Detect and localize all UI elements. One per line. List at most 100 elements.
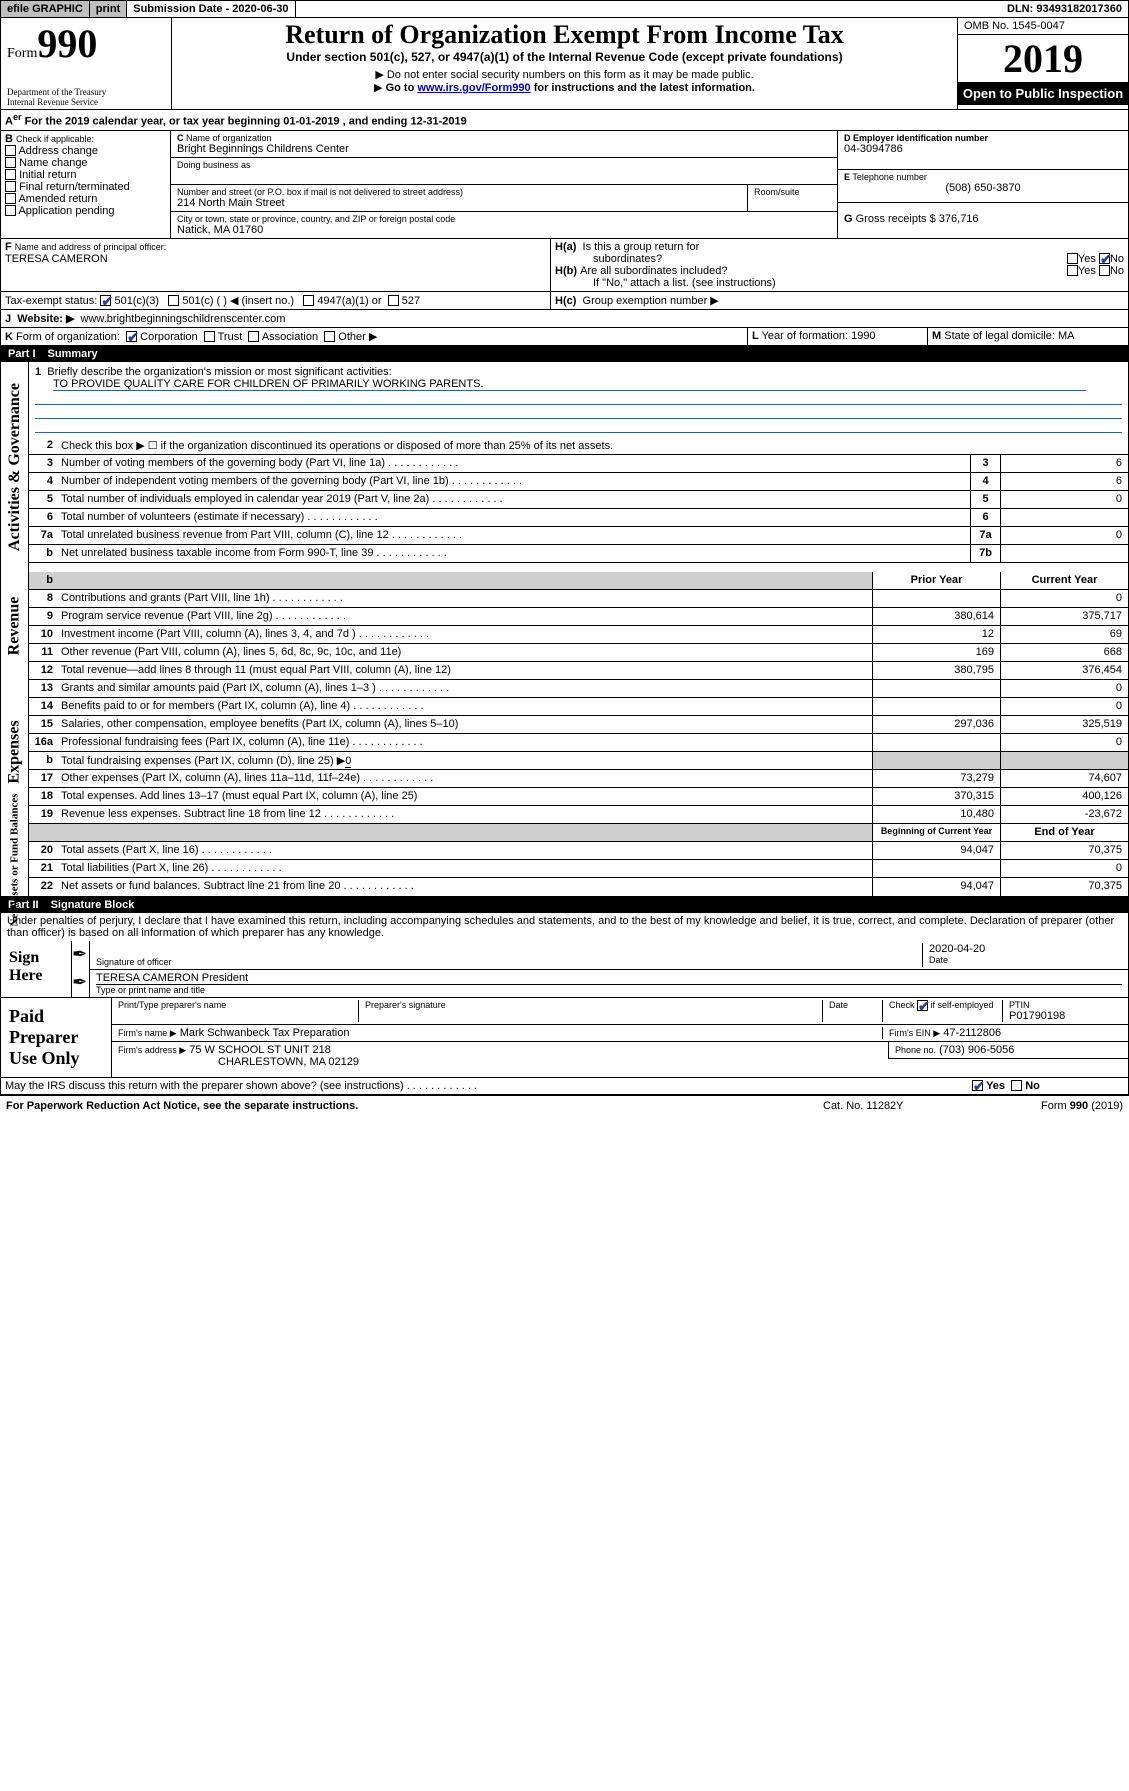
corp-checkbox[interactable] xyxy=(126,331,137,342)
line12-curr: 376,454 xyxy=(1000,662,1128,679)
tax-exempt-row: Tax-exempt status: 501(c)(3) 501(c) ( ) … xyxy=(0,292,1129,310)
form-number: 990 xyxy=(37,21,97,66)
form-subtitle: Under section 501(c), 527, or 4947(a)(1)… xyxy=(178,50,951,64)
principal-officer: TERESA CAMERON xyxy=(5,253,108,265)
line10-curr: 69 xyxy=(1000,626,1128,643)
line16a-curr: 0 xyxy=(1000,734,1128,751)
discuss-row: May the IRS discuss this return with the… xyxy=(0,1078,1129,1095)
line22-curr: 70,375 xyxy=(1000,878,1128,896)
top-bar: efile GRAPHIC print Submission Date - 20… xyxy=(0,0,1129,18)
address-change-checkbox[interactable] xyxy=(5,145,16,156)
entity-block: B Check if applicable: Address change Na… xyxy=(0,131,1129,239)
pen-icon: ✒ xyxy=(72,972,89,993)
sidebar-net-assets: Net Assets or Fund Balances xyxy=(9,793,21,926)
dept-treasury: Department of the TreasuryInternal Reven… xyxy=(7,87,165,107)
hb-note: If "No," attach a list. (see instruction… xyxy=(593,277,1124,289)
website: www.brightbeginningschildrenscenter.com xyxy=(81,313,286,325)
year-formation: 1990 xyxy=(851,330,875,342)
sidebar-revenue: Revenue xyxy=(6,596,24,655)
firm-name: Mark Schwanbeck Tax Preparation xyxy=(180,1027,350,1039)
firm-address: 75 W SCHOOL ST UNIT 218 xyxy=(189,1044,331,1056)
line11-curr: 668 xyxy=(1000,644,1128,661)
501c-checkbox[interactable] xyxy=(168,295,179,306)
irs-link[interactable]: www.irs.gov/Form990 xyxy=(417,82,530,94)
sign-date: 2020-04-20 xyxy=(929,943,1122,955)
line22-prior: 94,047 xyxy=(872,878,1000,896)
application-pending-checkbox[interactable] xyxy=(5,205,16,216)
527-checkbox[interactable] xyxy=(388,295,399,306)
website-row: J Website: ▶ www.brightbeginningschildre… xyxy=(0,310,1129,328)
discuss-yes-checkbox[interactable] xyxy=(972,1080,983,1091)
state-domicile: MA xyxy=(1058,330,1075,342)
line8-curr: 0 xyxy=(1000,590,1128,607)
part-ii-header: Part II Signature Block xyxy=(0,897,1129,913)
net-assets-section: Net Assets or Fund Balances Beginning of… xyxy=(0,824,1129,897)
self-employed-checkbox[interactable] xyxy=(917,1000,928,1011)
expenses-section: Expenses 13Grants and similar amounts pa… xyxy=(0,680,1129,824)
revenue-section: Revenue bPrior YearCurrent Year 8Contrib… xyxy=(0,572,1129,680)
form-title: Return of Organization Exempt From Incom… xyxy=(178,20,951,50)
line17-prior: 73,279 xyxy=(872,770,1000,787)
form-label: Form xyxy=(7,46,37,61)
submission-date: Submission Date - 2020-06-30 xyxy=(127,1,295,17)
line18-curr: 400,126 xyxy=(1000,788,1128,805)
line7b-val xyxy=(1000,545,1128,562)
street-address: 214 North Main Street xyxy=(177,197,741,209)
open-public-badge: Open to Public Inspection xyxy=(958,82,1128,105)
line3-val: 6 xyxy=(1000,455,1128,472)
part-i-header: Part I Summary xyxy=(0,346,1129,362)
firm-ein: 47-2112806 xyxy=(943,1027,1001,1039)
sidebar-expenses: Expenses xyxy=(6,720,24,783)
sidebar-governance: Activities & Governance xyxy=(6,383,24,551)
officer-group-row: F Name and address of principal officer:… xyxy=(0,239,1129,292)
hb-yes-checkbox[interactable] xyxy=(1067,265,1078,276)
dln: DLN: 93493182017360 xyxy=(1001,1,1128,17)
print-button[interactable]: print xyxy=(90,1,127,17)
preparer-phone: (703) 906-5056 xyxy=(939,1044,1014,1056)
line15-prior: 297,036 xyxy=(872,716,1000,733)
amended-return-checkbox[interactable] xyxy=(5,193,16,204)
tax-year: 2019 xyxy=(958,35,1128,82)
initial-return-checkbox[interactable] xyxy=(5,169,16,180)
discuss-no-checkbox[interactable] xyxy=(1011,1080,1022,1091)
line18-prior: 370,315 xyxy=(872,788,1000,805)
line6-val xyxy=(1000,509,1128,526)
page-footer: For Paperwork Reduction Act Notice, see … xyxy=(0,1095,1129,1116)
trust-checkbox[interactable] xyxy=(204,331,215,342)
tax-period-row: Aer For the 2019 calendar year, or tax y… xyxy=(0,110,1129,131)
other-checkbox[interactable] xyxy=(324,331,335,342)
line12-prior: 380,795 xyxy=(872,662,1000,679)
line15-curr: 325,519 xyxy=(1000,716,1128,733)
line5-val: 0 xyxy=(1000,491,1128,508)
final-return-checkbox[interactable] xyxy=(5,181,16,192)
line13-curr: 0 xyxy=(1000,680,1128,697)
assoc-checkbox[interactable] xyxy=(248,331,259,342)
line19-prior: 10,480 xyxy=(872,806,1000,823)
name-change-checkbox[interactable] xyxy=(5,157,16,168)
501c3-checkbox[interactable] xyxy=(100,295,111,306)
ssn-note: Do not enter social security numbers on … xyxy=(387,69,754,81)
ein: 04-3094786 xyxy=(844,143,1122,155)
line20-prior: 94,047 xyxy=(872,842,1000,859)
line7a-val: 0 xyxy=(1000,527,1128,544)
city-state-zip: Natick, MA 01760 xyxy=(177,224,831,236)
ha-no-checkbox[interactable] xyxy=(1099,253,1110,264)
line4-val: 6 xyxy=(1000,473,1128,490)
line14-curr: 0 xyxy=(1000,698,1128,715)
perjury-statement: Under penalties of perjury, I declare th… xyxy=(0,913,1129,941)
line9-prior: 380,614 xyxy=(872,608,1000,625)
line17-curr: 74,607 xyxy=(1000,770,1128,787)
4947-checkbox[interactable] xyxy=(303,295,314,306)
line19-curr: -23,672 xyxy=(1000,806,1128,823)
line20-curr: 70,375 xyxy=(1000,842,1128,859)
line21-curr: 0 xyxy=(1000,860,1128,877)
line11-prior: 169 xyxy=(872,644,1000,661)
paid-preparer-block: Paid Preparer Use Only Print/Type prepar… xyxy=(0,998,1129,1078)
line9-curr: 375,717 xyxy=(1000,608,1128,625)
omb-number: OMB No. 1545-0047 xyxy=(958,18,1128,35)
officer-name-title: TERESA CAMERON President xyxy=(96,972,1122,985)
hb-no-checkbox[interactable] xyxy=(1099,265,1110,276)
mission-text: TO PROVIDE QUALITY CARE FOR CHILDREN OF … xyxy=(53,378,1086,391)
ha-yes-checkbox[interactable] xyxy=(1067,253,1078,264)
efile-button[interactable]: efile GRAPHIC xyxy=(1,1,90,17)
